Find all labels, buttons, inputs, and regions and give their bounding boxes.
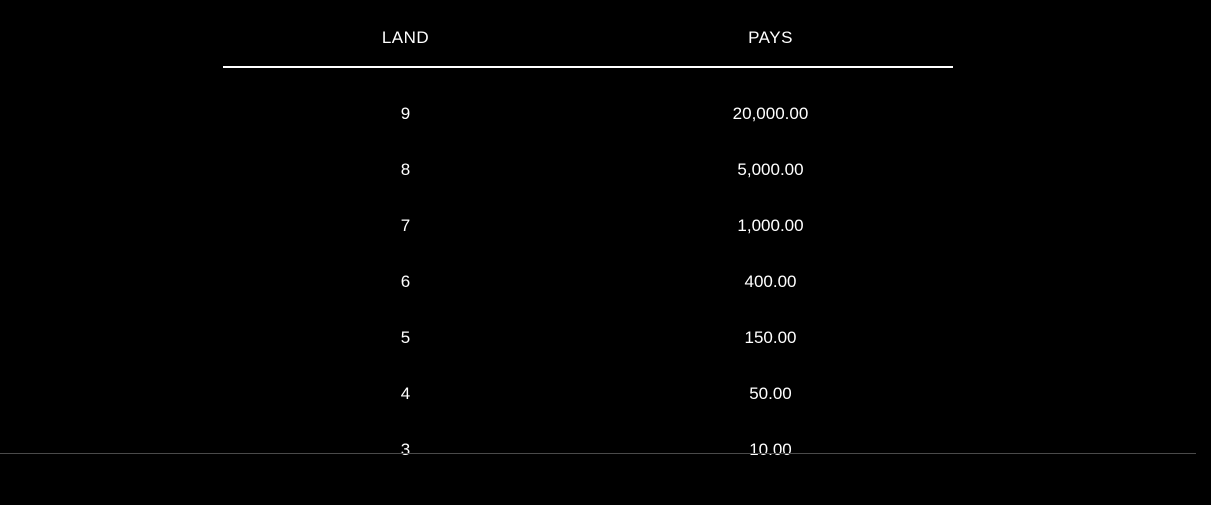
cell-pays: 10.00 <box>588 440 953 460</box>
cell-pays: 20,000.00 <box>588 104 953 124</box>
cell-pays: 50.00 <box>588 384 953 404</box>
table-row: 7 1,000.00 <box>223 198 953 254</box>
cell-land: 4 <box>223 384 588 404</box>
table-row: 5 150.00 <box>223 310 953 366</box>
table-row: 8 5,000.00 <box>223 142 953 198</box>
cell-land: 9 <box>223 104 588 124</box>
column-header-pays: PAYS <box>588 28 953 48</box>
cell-pays: 150.00 <box>588 328 953 348</box>
table-row: 3 10.00 <box>223 422 953 478</box>
cell-pays: 5,000.00 <box>588 160 953 180</box>
cell-pays: 1,000.00 <box>588 216 953 236</box>
horizontal-divider <box>0 453 1196 454</box>
paytable-header-row: LAND PAYS <box>223 28 953 68</box>
table-row: 6 400.00 <box>223 254 953 310</box>
paytable: LAND PAYS 9 20,000.00 8 5,000.00 7 1,000… <box>223 28 953 478</box>
cell-land: 7 <box>223 216 588 236</box>
cell-land: 5 <box>223 328 588 348</box>
table-row: 9 20,000.00 <box>223 86 953 142</box>
cell-land: 8 <box>223 160 588 180</box>
cell-pays: 400.00 <box>588 272 953 292</box>
paytable-body: 9 20,000.00 8 5,000.00 7 1,000.00 6 400.… <box>223 68 953 478</box>
cell-land: 6 <box>223 272 588 292</box>
column-header-land: LAND <box>223 28 588 48</box>
table-row: 4 50.00 <box>223 366 953 422</box>
cell-land: 3 <box>223 440 588 460</box>
